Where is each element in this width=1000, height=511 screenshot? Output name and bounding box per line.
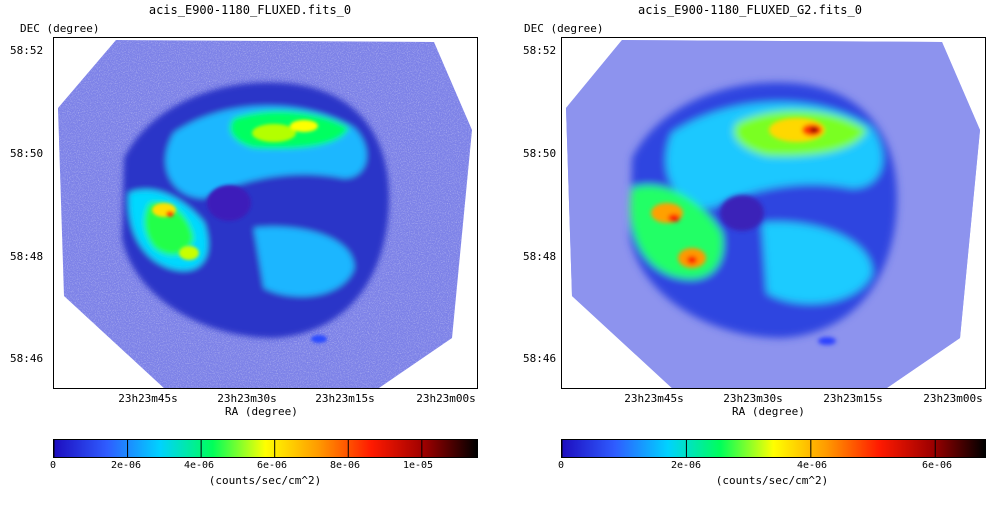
y-tick-label: 58:46 bbox=[523, 352, 557, 365]
colorbar-tick-label: 0 bbox=[49, 460, 57, 471]
x-tick-label: 23h23m00s bbox=[923, 392, 983, 405]
y-tick-label: 58:50 bbox=[523, 147, 557, 160]
x-axis-label: RA (degree) bbox=[732, 405, 805, 418]
y-axis-label: DEC (degree) bbox=[20, 22, 100, 35]
y-tick-label: 58:50 bbox=[10, 147, 44, 160]
colorbar-gradient bbox=[562, 440, 985, 457]
heatmap-image bbox=[566, 40, 980, 388]
colorbar-label: (counts/sec/cm^2) bbox=[208, 474, 322, 487]
y-tick-label: 58:48 bbox=[10, 250, 44, 263]
chart-title: acis_E900-1180_FLUXED_G2.fits_0 bbox=[638, 3, 862, 17]
plot-area[interactable] bbox=[53, 37, 478, 389]
colorbar-tick-label: 4e-06 bbox=[796, 460, 828, 471]
y-axis-label: DEC (degree) bbox=[524, 22, 604, 35]
colorbar-gradient bbox=[54, 440, 477, 457]
colorbar-tick-label: 2e-06 bbox=[110, 460, 142, 471]
x-tick-label: 23h23m00s bbox=[416, 392, 476, 405]
right-panel: acis_E900-1180_FLUXED_G2.fits_0 DEC (deg… bbox=[500, 0, 1000, 511]
y-tick-label: 58:48 bbox=[523, 250, 557, 263]
x-tick-label: 23h23m30s bbox=[723, 392, 783, 405]
colorbar-label: (counts/sec/cm^2) bbox=[715, 474, 829, 487]
colorbar-tick-label: 1e-05 bbox=[402, 460, 434, 471]
plot-area[interactable] bbox=[561, 37, 986, 389]
y-tick-label: 58:52 bbox=[523, 44, 557, 57]
colorbar bbox=[53, 439, 478, 458]
colorbar-tick-label: 6e-06 bbox=[921, 460, 953, 471]
x-tick-label: 23h23m45s bbox=[624, 392, 684, 405]
x-tick-label: 23h23m30s bbox=[217, 392, 277, 405]
chart-title: acis_E900-1180_FLUXED.fits_0 bbox=[148, 3, 352, 17]
x-tick-label: 23h23m15s bbox=[315, 392, 375, 405]
left-panel: acis_E900-1180_FLUXED.fits_0 DEC (degree… bbox=[10, 3, 478, 487]
x-tick-label: 23h23m45s bbox=[118, 392, 178, 405]
y-tick-label: 58:52 bbox=[10, 44, 44, 57]
colorbar-tick-label: 4e-06 bbox=[183, 460, 215, 471]
x-tick-label: 23h23m15s bbox=[823, 392, 883, 405]
colorbar-tick-label: 8e-06 bbox=[329, 460, 361, 471]
colorbar-tick-label: 6e-06 bbox=[256, 460, 288, 471]
colorbar-tick-label: 0 bbox=[557, 460, 565, 471]
colorbar bbox=[561, 439, 986, 458]
x-axis-label: RA (degree) bbox=[225, 405, 298, 418]
heatmap-image bbox=[58, 40, 472, 388]
colorbar-tick-label: 2e-06 bbox=[670, 460, 702, 471]
y-tick-label: 58:46 bbox=[10, 352, 44, 365]
